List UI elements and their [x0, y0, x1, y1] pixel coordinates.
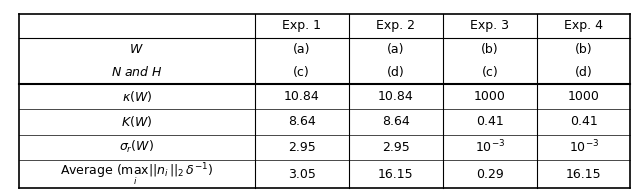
- Text: 8.64: 8.64: [288, 115, 316, 128]
- Text: (a): (a): [293, 43, 310, 56]
- Text: $\kappa(W)$: $\kappa(W)$: [122, 89, 152, 104]
- Text: 10.84: 10.84: [284, 90, 319, 103]
- Text: Exp. 3: Exp. 3: [470, 19, 509, 33]
- Text: $10^{-3}$: $10^{-3}$: [569, 139, 599, 156]
- Text: (c): (c): [481, 66, 498, 79]
- Text: 1000: 1000: [568, 90, 600, 103]
- Text: 2.95: 2.95: [382, 141, 410, 154]
- Text: (b): (b): [575, 43, 593, 56]
- Text: (d): (d): [575, 66, 593, 79]
- Text: $W$: $W$: [129, 43, 144, 56]
- Text: 0.41: 0.41: [570, 115, 598, 128]
- Text: 8.64: 8.64: [382, 115, 410, 128]
- Text: (d): (d): [387, 66, 404, 79]
- Text: 2.95: 2.95: [288, 141, 316, 154]
- Text: 1000: 1000: [474, 90, 506, 103]
- Text: $\sigma_r(W)$: $\sigma_r(W)$: [120, 139, 154, 155]
- Text: 16.15: 16.15: [378, 168, 413, 181]
- Text: $10^{-3}$: $10^{-3}$: [475, 139, 505, 156]
- Text: 3.05: 3.05: [287, 168, 316, 181]
- Text: (c): (c): [293, 66, 310, 79]
- Text: (b): (b): [481, 43, 499, 56]
- Text: (a): (a): [387, 43, 404, 56]
- Text: 10.84: 10.84: [378, 90, 413, 103]
- Text: 0.29: 0.29: [476, 168, 504, 181]
- Text: 0.41: 0.41: [476, 115, 504, 128]
- Text: Exp. 2: Exp. 2: [376, 19, 415, 33]
- Text: $N$ and $H$: $N$ and $H$: [111, 65, 163, 79]
- Text: Exp. 4: Exp. 4: [564, 19, 604, 33]
- Text: 16.15: 16.15: [566, 168, 602, 181]
- Text: Exp. 1: Exp. 1: [282, 19, 321, 33]
- Text: $K(W)$: $K(W)$: [121, 114, 152, 130]
- Text: Average $(\max_i ||n_i||_2\, \delta^{-1})$: Average $(\max_i ||n_i||_2\, \delta^{-1}…: [60, 161, 214, 187]
